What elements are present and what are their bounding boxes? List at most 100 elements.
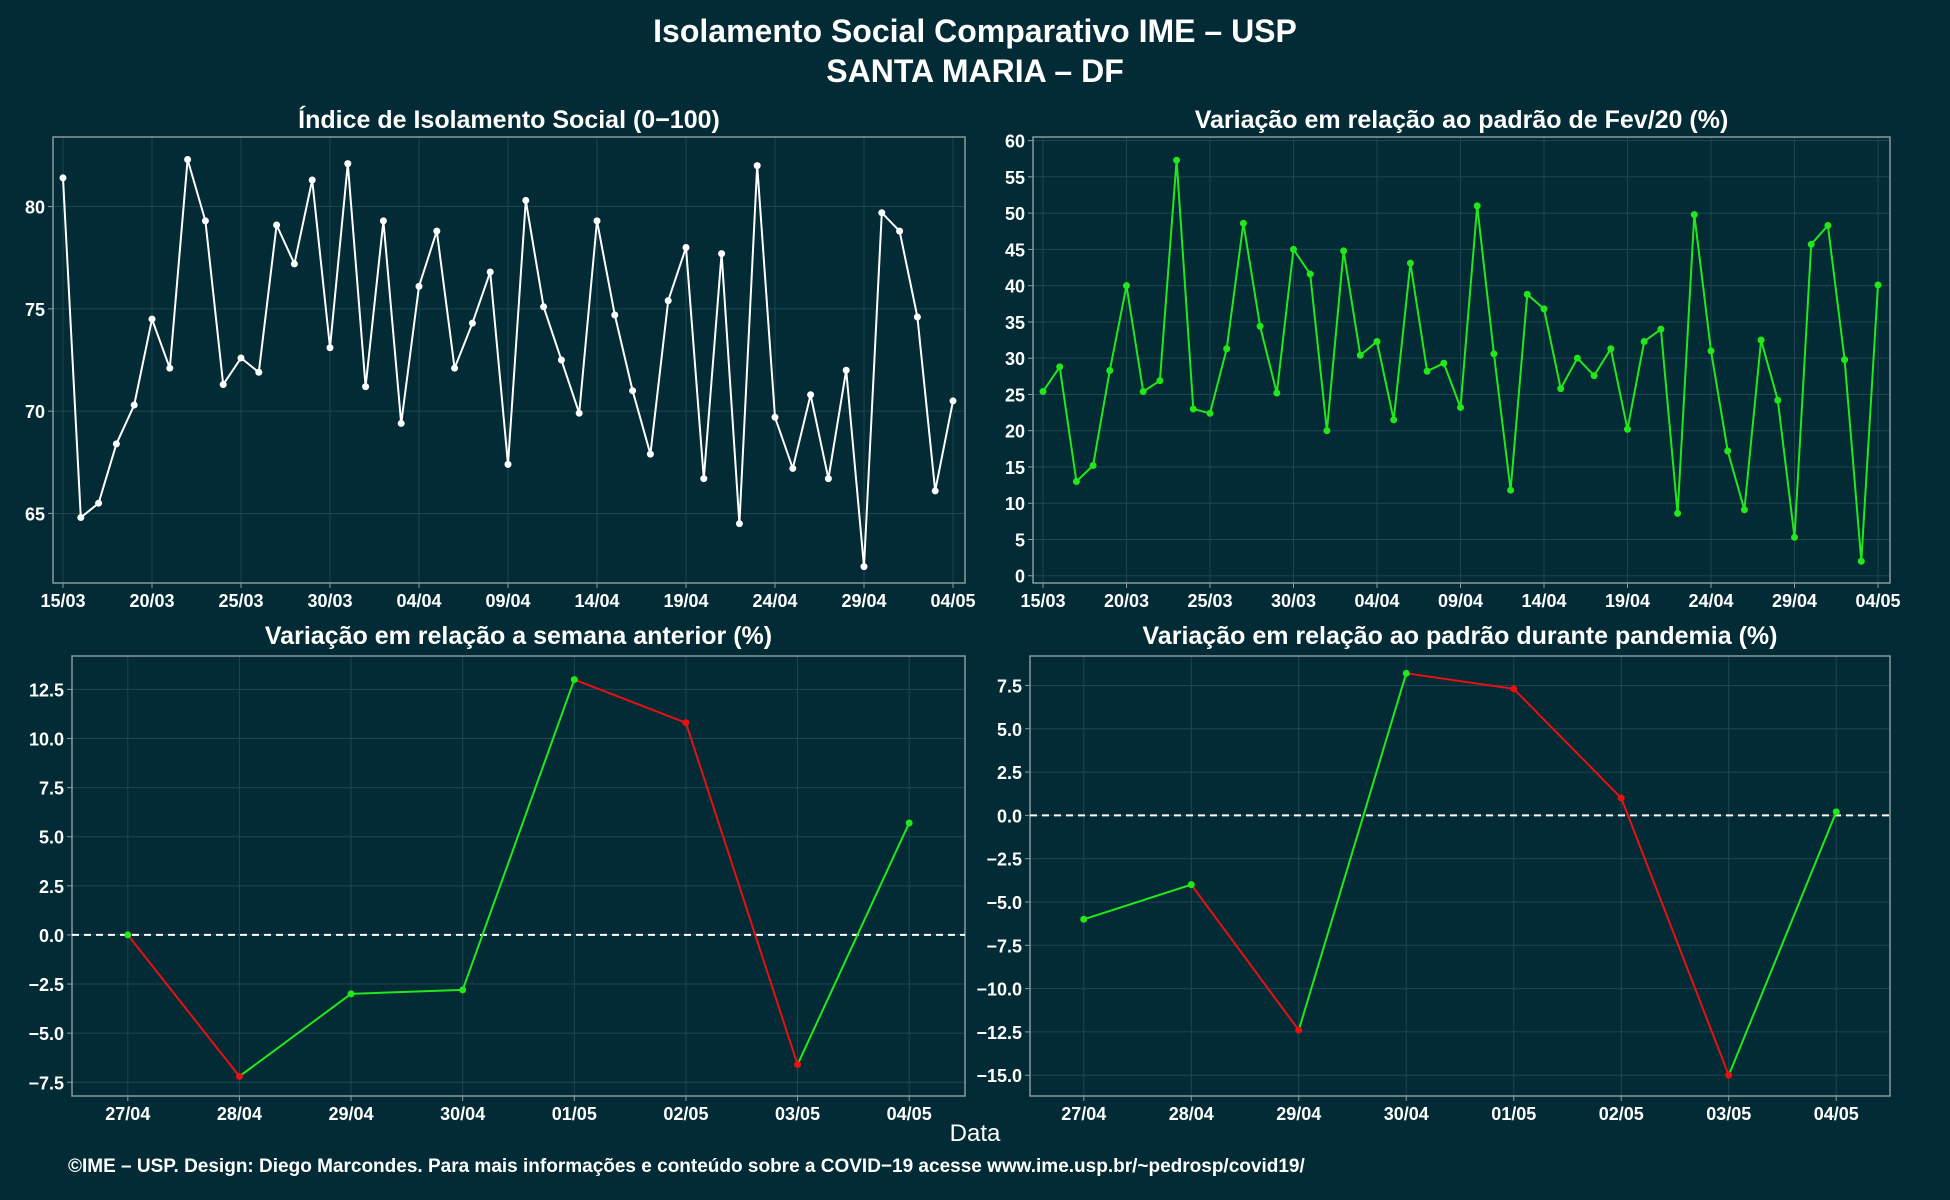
data-point	[646, 450, 654, 458]
y-tick-label: 2.5	[997, 763, 1022, 783]
series-segment	[573, 678, 687, 724]
data-point	[575, 409, 583, 417]
data-point	[771, 413, 779, 421]
x-tick-label: 25/03	[218, 591, 263, 611]
x-tick-label: 28/04	[217, 1104, 262, 1124]
y-tick-label: −5.0	[986, 893, 1022, 913]
x-tick-label: 04/04	[1354, 591, 1399, 611]
x-tick-label: 27/04	[105, 1104, 150, 1124]
main-subtitle: SANTA MARIA – DF	[826, 53, 1124, 89]
data-point	[1607, 345, 1615, 353]
series-segment	[1190, 884, 1300, 1031]
data-point	[130, 401, 138, 409]
y-tick-label: 65	[25, 504, 45, 524]
data-point	[824, 475, 832, 483]
data-point	[1824, 221, 1832, 229]
data-point	[1390, 416, 1398, 424]
data-point	[1423, 367, 1431, 375]
data-point	[1306, 270, 1314, 278]
series-segment	[1406, 672, 1514, 690]
data-point	[1089, 462, 1097, 470]
x-tick-label: 30/03	[307, 591, 352, 611]
data-point	[1573, 354, 1581, 362]
y-tick-label: 7.5	[39, 779, 64, 799]
data-point	[504, 460, 512, 468]
data-point	[1740, 506, 1748, 514]
data-point	[807, 391, 815, 399]
data-point	[1187, 881, 1195, 889]
data-point	[1290, 245, 1297, 253]
data-point	[1807, 240, 1815, 248]
data-point	[1590, 372, 1598, 380]
data-point	[931, 487, 939, 495]
data-point	[1540, 305, 1548, 313]
data-point	[1707, 347, 1715, 355]
x-tick-label: 29/04	[1772, 591, 1817, 611]
x-tick-label: 24/04	[752, 591, 797, 611]
x-tick-label: 19/04	[1605, 591, 1650, 611]
y-tick-label: 5	[1015, 530, 1025, 550]
data-point	[718, 250, 726, 258]
data-point	[1295, 1026, 1303, 1034]
data-point	[1523, 290, 1531, 298]
chart-title: Variação em relação a semana anterior (%…	[265, 622, 772, 650]
data-point	[459, 986, 467, 994]
data-point	[451, 364, 459, 372]
data-point	[1189, 405, 1197, 413]
data-point	[344, 160, 352, 168]
series-segment	[238, 993, 352, 1078]
chart-title: Variação em relação ao padrão durante pa…	[1143, 622, 1778, 650]
series-segment	[796, 822, 911, 1065]
data-point	[1624, 425, 1631, 433]
data-point	[1206, 409, 1214, 417]
series-segment	[461, 679, 576, 991]
data-point	[1490, 350, 1498, 358]
data-point	[362, 383, 370, 391]
data-point	[593, 217, 601, 225]
data-point	[905, 819, 913, 827]
data-point	[1223, 345, 1231, 353]
data-point	[629, 387, 637, 395]
series-segment	[1727, 811, 1838, 1076]
data-point	[255, 368, 263, 376]
y-tick-label: 50	[1005, 204, 1025, 224]
x-axis-caption: Data	[949, 1120, 1001, 1147]
y-tick-label: 25	[1005, 385, 1025, 405]
data-point	[1473, 202, 1481, 210]
data-point	[1356, 351, 1364, 359]
data-point	[1774, 396, 1782, 404]
data-point	[1139, 388, 1147, 396]
data-point	[1617, 794, 1625, 802]
data-point	[219, 381, 227, 389]
data-point	[468, 319, 476, 327]
data-point	[949, 397, 957, 405]
x-tick-label: 25/03	[1187, 591, 1232, 611]
data-point	[1440, 359, 1448, 367]
chart-panel-1: Índice de Isolamento Social (0−100) 65 70 7…	[25, 105, 976, 611]
data-point	[290, 260, 298, 268]
y-tick-label: −2.5	[28, 975, 64, 995]
data-point	[308, 176, 316, 184]
data-point	[1406, 259, 1414, 267]
y-tick-label: 0.0	[39, 926, 64, 946]
y-tick-label: −2.5	[986, 850, 1022, 870]
data-point	[540, 303, 548, 311]
x-tick-label: 14/04	[574, 591, 619, 611]
chart-title: Índice de Isolamento Social (0−100)	[298, 105, 720, 134]
x-tick-label: 30/04	[440, 1104, 485, 1124]
data-point	[486, 268, 494, 276]
x-tick-label: 01/05	[552, 1104, 597, 1124]
data-point	[1874, 281, 1882, 289]
data-point	[1056, 363, 1064, 371]
x-tick-label: 28/04	[1169, 1104, 1214, 1124]
y-tick-label: 80	[25, 198, 45, 218]
data-point	[166, 364, 174, 372]
data-point	[379, 217, 387, 225]
x-tick-label: 04/05	[1814, 1104, 1859, 1124]
y-tick-label: 45	[1005, 240, 1025, 260]
y-tick-label: −10.0	[976, 980, 1022, 1000]
y-tick-label: 5.0	[997, 720, 1022, 740]
data-point	[1657, 325, 1665, 333]
data-point	[1080, 915, 1088, 923]
